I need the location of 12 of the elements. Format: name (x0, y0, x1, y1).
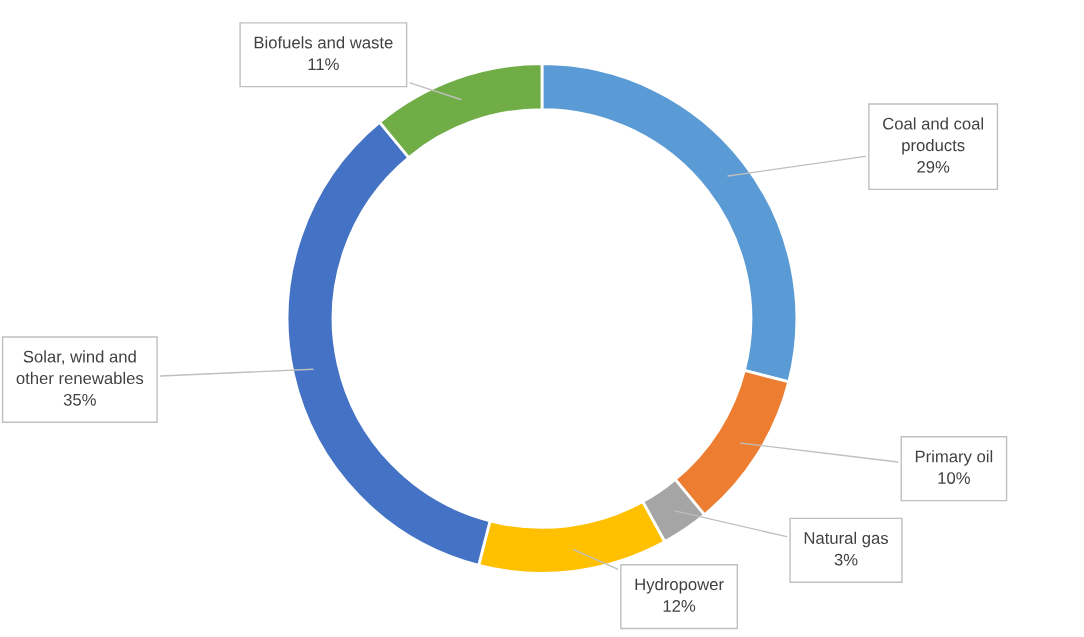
data-label: 29% (917, 160, 950, 173)
slice-label: Solar, wind and other renewables (16, 350, 144, 385)
slice-label: Coal and coal products (883, 117, 984, 155)
data-label: 35% (63, 393, 96, 406)
data-label: 3% (834, 553, 858, 566)
slice-label: Natural gas (804, 531, 889, 548)
slice-label: Primary oil (915, 450, 993, 466)
slice-label: Hydropower (635, 578, 724, 594)
data-label: 12% (663, 600, 696, 612)
data-label: 11% (308, 58, 339, 70)
slice-label: Biofuels and waste (254, 36, 393, 49)
data-label: 10% (938, 472, 970, 484)
